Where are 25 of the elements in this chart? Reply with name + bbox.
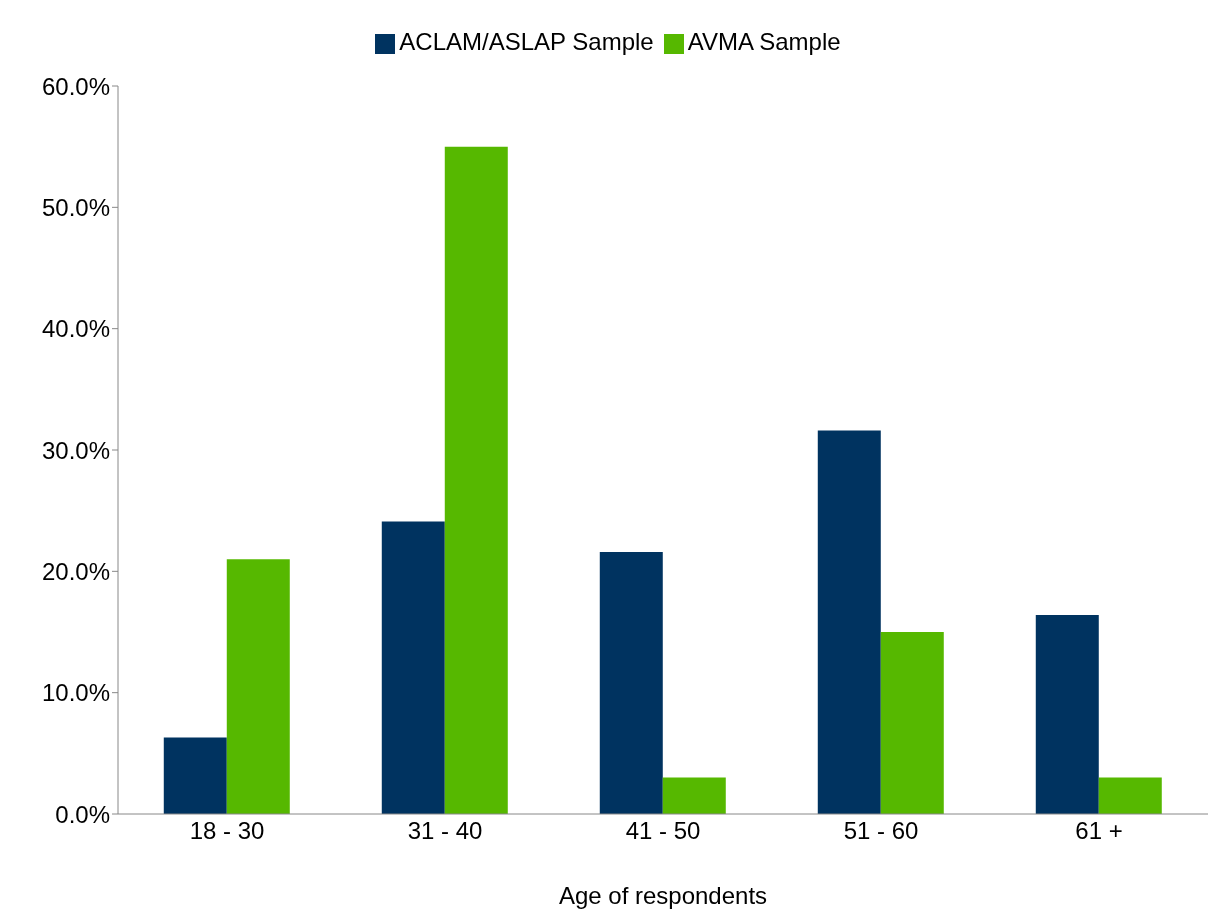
bar <box>163 737 227 814</box>
legend-label: AVMA Sample <box>687 28 841 55</box>
bar <box>226 559 290 814</box>
y-tick-label: 0.0% <box>55 800 110 828</box>
x-axis-title: Age of respondents <box>558 882 768 909</box>
y-tick-label: 60.0% <box>41 72 110 100</box>
legend-label: ACLAM/ASLAP Sample <box>399 28 654 55</box>
x-tick-label: 41 - 50 <box>625 817 701 845</box>
bar <box>599 551 663 814</box>
y-tick-label: 10.0% <box>41 679 110 707</box>
x-tick-label: 61 + <box>1075 817 1123 845</box>
x-tick-label: 51 - 60 <box>843 817 919 845</box>
bar <box>381 521 445 814</box>
bar <box>1035 615 1099 814</box>
bar <box>662 777 726 814</box>
bar <box>817 430 881 814</box>
bar <box>444 146 508 814</box>
x-tick-label: 31 - 40 <box>407 817 483 845</box>
y-tick-label: 20.0% <box>41 557 110 585</box>
y-tick-label: 50.0% <box>41 193 110 221</box>
bar <box>1098 777 1162 814</box>
x-tick-label: 18 - 30 <box>189 817 265 845</box>
bar <box>880 632 944 814</box>
y-tick-label: 30.0% <box>41 436 110 464</box>
y-tick-label: 40.0% <box>41 315 110 343</box>
